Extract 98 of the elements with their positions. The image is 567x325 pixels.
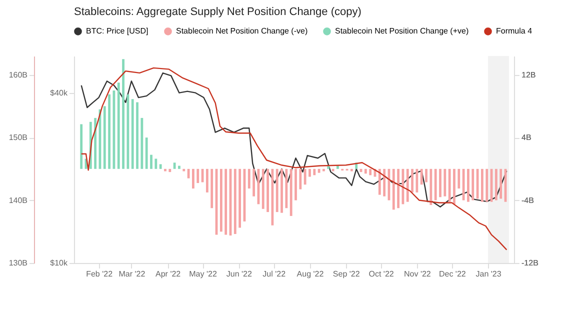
bar	[145, 138, 148, 169]
bar	[458, 168, 460, 189]
bar	[192, 168, 194, 189]
bar	[182, 168, 186, 172]
bar	[494, 168, 498, 200]
bar	[350, 168, 353, 172]
bar	[392, 168, 395, 210]
bar	[397, 168, 400, 208]
y3-tick-label: 4B	[522, 133, 532, 142]
bar	[290, 168, 292, 216]
bar	[406, 168, 409, 202]
bar	[500, 168, 502, 199]
legend-label: BTC: Price [USD]	[86, 26, 148, 36]
bar	[108, 94, 110, 169]
bar	[103, 106, 106, 169]
bar	[285, 168, 288, 208]
bar	[378, 168, 381, 195]
bar	[80, 124, 83, 169]
bar	[131, 99, 134, 169]
bar	[486, 168, 488, 202]
bar	[262, 168, 264, 209]
bar	[276, 168, 278, 212]
bar	[411, 168, 414, 192]
bar	[266, 168, 269, 212]
bar	[430, 168, 432, 205]
y3-tick-label: -4B	[522, 196, 534, 205]
bar	[196, 168, 200, 184]
x-tick-label: Mar '22	[118, 270, 146, 278]
y-tick-label: 160B	[8, 70, 28, 80]
bar	[178, 166, 180, 169]
bar	[304, 168, 306, 185]
y-tick-label: 140B	[8, 196, 28, 205]
bar	[383, 168, 386, 196]
x-tick-label: Nov '22	[404, 270, 432, 278]
bar	[117, 82, 120, 169]
bar	[448, 168, 451, 202]
x-tick-label: Dec '22	[438, 270, 466, 278]
bar	[453, 168, 456, 204]
bar	[462, 168, 465, 200]
y2-tick-label: $10k	[50, 258, 68, 268]
x-tick-label: Feb '22	[86, 270, 114, 278]
bar	[322, 168, 325, 172]
x-tick-label: Aug '22	[296, 270, 324, 278]
bar	[420, 168, 423, 185]
bar	[318, 168, 320, 173]
bar	[294, 168, 297, 200]
bar	[164, 168, 166, 172]
bar	[140, 118, 144, 169]
bar	[252, 168, 255, 196]
x-tick-label: Jul '22	[262, 270, 286, 278]
bar	[234, 168, 236, 234]
bar	[94, 118, 97, 169]
bar	[122, 59, 124, 169]
chart-title: Stablecoins: Aggregate Supply Net Position Change (copy)	[74, 6, 362, 18]
line-series	[80, 72, 508, 208]
bar	[416, 168, 418, 192]
bar	[238, 168, 242, 228]
bar	[369, 168, 372, 176]
bar	[308, 168, 311, 177]
x-tick-label: May '22	[189, 270, 218, 278]
y-tick-label: 130B	[8, 258, 28, 268]
bar	[467, 168, 470, 202]
x-tick-label: Sep '22	[332, 270, 360, 278]
bar	[425, 168, 428, 182]
x-tick-label: Jun '22	[226, 270, 252, 278]
bar	[472, 168, 474, 200]
bar	[173, 162, 176, 169]
bar	[280, 168, 283, 213]
x-tick-label: Jan '23	[476, 270, 502, 278]
bar	[364, 168, 367, 174]
bar	[434, 168, 437, 200]
y-tick-label: 150B	[8, 133, 28, 142]
y3-tick-label: -12B	[522, 258, 538, 268]
bar	[271, 168, 274, 226]
legend-label: Stablecoin Net Position Change (+ve)	[335, 26, 469, 36]
bar	[248, 168, 250, 189]
bar	[481, 168, 484, 202]
bar	[206, 168, 208, 192]
bar	[439, 168, 442, 198]
bar	[154, 158, 158, 169]
y3-tick-label: 12B	[522, 70, 536, 80]
bar	[444, 168, 446, 196]
y2-tick-label: $40k	[50, 88, 68, 98]
bar	[159, 164, 162, 169]
bar	[313, 168, 316, 176]
line-series	[80, 67, 508, 250]
bar	[136, 102, 138, 169]
bar	[210, 168, 214, 208]
bar	[220, 168, 222, 232]
bar	[168, 168, 172, 172]
legend-label: Formula 4	[496, 26, 533, 36]
bar	[299, 168, 302, 190]
bar	[224, 168, 228, 235]
bar	[126, 94, 130, 169]
legend-label: Stablecoin Net Position Change (-ve)	[176, 26, 308, 36]
x-tick-label: Apr '22	[156, 270, 182, 278]
x-tick-label: Oct '22	[368, 270, 394, 278]
bar	[150, 154, 152, 169]
